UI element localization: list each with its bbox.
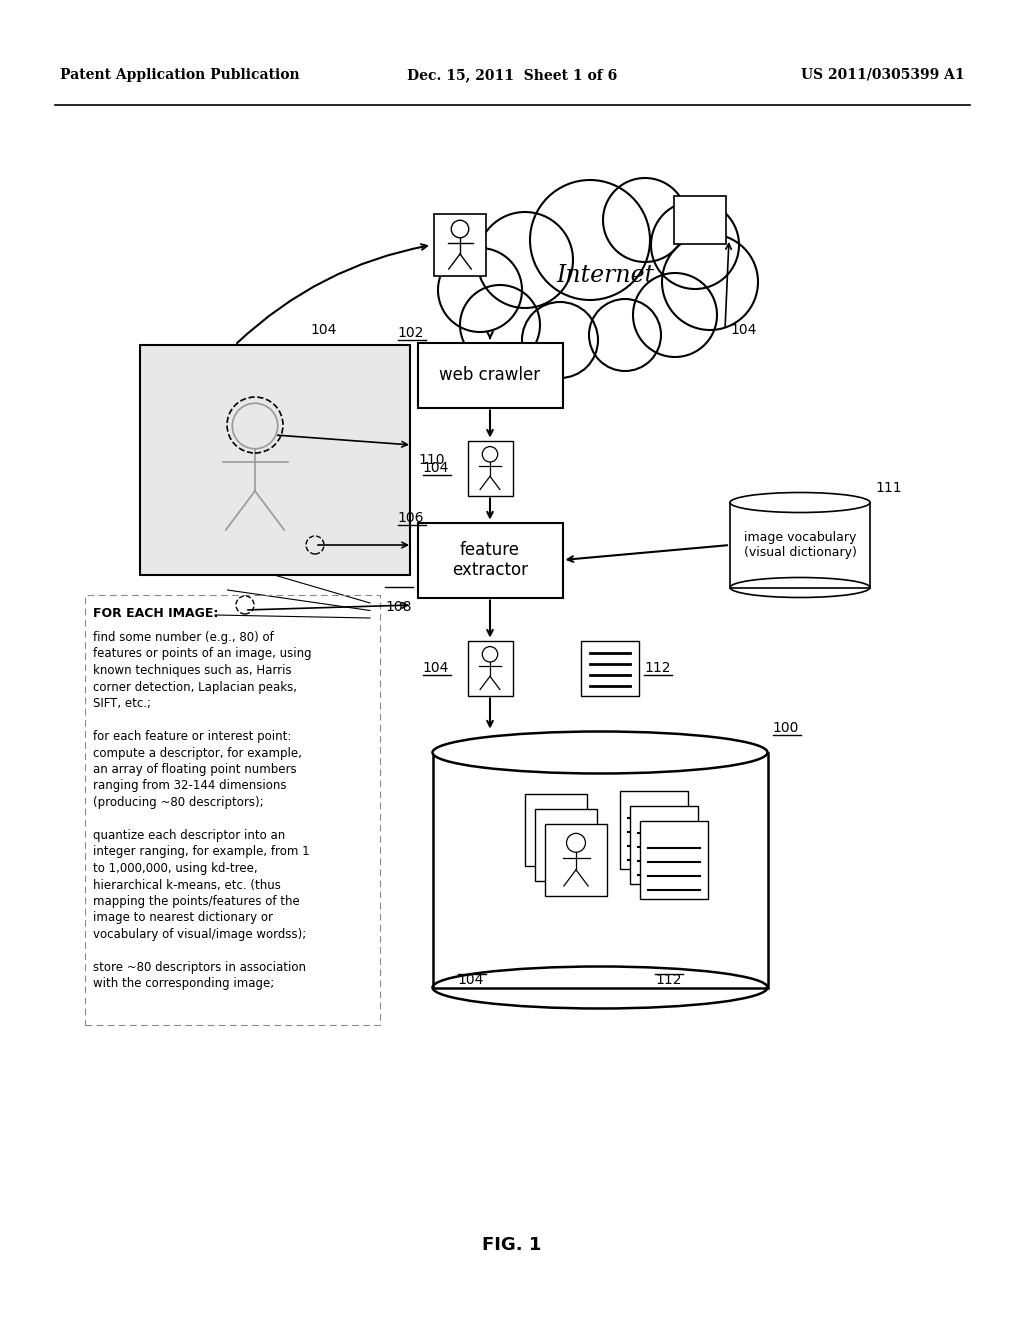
Text: find some number (e.g., 80) of
features or points of an image, using
known techn: find some number (e.g., 80) of features … — [93, 631, 311, 990]
Ellipse shape — [730, 492, 870, 512]
Circle shape — [530, 180, 650, 300]
Text: image vocabulary
(visual dictionary): image vocabulary (visual dictionary) — [743, 531, 856, 558]
FancyBboxPatch shape — [545, 824, 607, 896]
Text: 104: 104 — [423, 661, 449, 675]
Circle shape — [500, 185, 680, 366]
Ellipse shape — [432, 731, 768, 774]
Text: 104: 104 — [423, 461, 449, 475]
FancyBboxPatch shape — [525, 795, 587, 866]
Text: 104: 104 — [730, 323, 757, 337]
Circle shape — [651, 201, 739, 289]
FancyBboxPatch shape — [640, 821, 708, 899]
Circle shape — [477, 213, 573, 308]
FancyBboxPatch shape — [620, 791, 688, 869]
FancyBboxPatch shape — [468, 640, 512, 696]
Text: 108: 108 — [385, 601, 412, 614]
Text: 100: 100 — [772, 721, 799, 734]
Circle shape — [589, 300, 662, 371]
Text: feature
extractor: feature extractor — [452, 541, 528, 579]
FancyBboxPatch shape — [468, 441, 512, 495]
Circle shape — [662, 234, 758, 330]
Text: 111: 111 — [874, 480, 901, 495]
Text: Patent Application Publication: Patent Application Publication — [60, 69, 300, 82]
FancyBboxPatch shape — [674, 195, 726, 244]
Text: 106: 106 — [397, 511, 424, 525]
Text: FIG. 1: FIG. 1 — [482, 1236, 542, 1254]
Circle shape — [460, 285, 540, 366]
FancyBboxPatch shape — [581, 640, 639, 696]
Text: 104: 104 — [310, 323, 336, 337]
Text: 112: 112 — [644, 661, 671, 675]
Text: US 2011/0305399 A1: US 2011/0305399 A1 — [802, 69, 965, 82]
FancyBboxPatch shape — [630, 807, 698, 884]
FancyBboxPatch shape — [140, 345, 410, 576]
Text: FOR EACH IMAGE:: FOR EACH IMAGE: — [93, 607, 218, 620]
FancyBboxPatch shape — [432, 752, 768, 987]
FancyBboxPatch shape — [535, 809, 597, 880]
Text: Internet: Internet — [556, 264, 654, 286]
Text: 104: 104 — [458, 974, 484, 987]
Circle shape — [633, 273, 717, 356]
Circle shape — [603, 178, 687, 261]
Text: 110: 110 — [418, 453, 444, 467]
FancyBboxPatch shape — [730, 503, 870, 587]
Circle shape — [438, 248, 522, 333]
Text: 112: 112 — [655, 974, 682, 987]
FancyBboxPatch shape — [418, 342, 562, 408]
Text: web crawler: web crawler — [439, 366, 541, 384]
Text: 102: 102 — [397, 326, 424, 341]
FancyBboxPatch shape — [434, 214, 486, 276]
FancyBboxPatch shape — [418, 523, 562, 598]
Circle shape — [522, 302, 598, 378]
Text: Dec. 15, 2011  Sheet 1 of 6: Dec. 15, 2011 Sheet 1 of 6 — [407, 69, 617, 82]
